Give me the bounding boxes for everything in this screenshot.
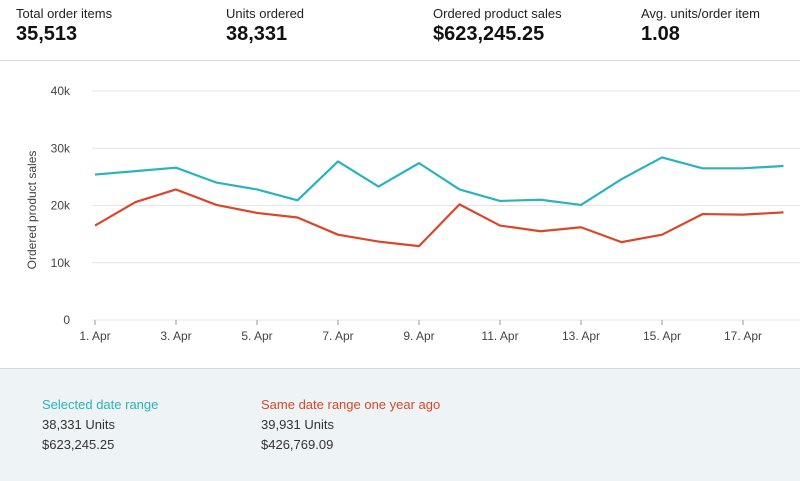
y-tick-label: 20k: [51, 199, 71, 213]
legend-previous-title[interactable]: Same date range one year ago: [261, 397, 441, 412]
metrics-bar: Total order items 35,513 Units ordered 3…: [0, 0, 800, 61]
x-tick-label: 9. Apr: [403, 329, 434, 343]
y-tick-label: 40k: [51, 84, 71, 98]
grid-layer: [92, 90, 800, 321]
x-tick-label: 5. Apr: [241, 329, 272, 343]
y-tick-label: 10k: [51, 256, 71, 270]
legend-previous-units: 39,931 Units: [261, 417, 334, 432]
metric-label: Units ordered: [226, 6, 305, 21]
series-line-previous-year: [94, 188, 784, 248]
metric-value: 35,513: [16, 23, 78, 45]
sales-line-chart: 0 10k 20k 30k 40k 1. Apr 3. Apr 5. Apr 7. Apr 9.…: [25, 84, 800, 343]
x-tick-label: 15. Apr: [643, 329, 681, 343]
legend-selected-sales: $623,245.25: [42, 437, 115, 452]
metric-avg-units-per-order-item: Avg. units/order item 1.08: [641, 6, 760, 46]
legend-previous-range: Same date range one year ago 39,931 Unit…: [261, 395, 440, 455]
metric-ordered-product-sales: Ordered product sales $623,245.25: [433, 6, 562, 46]
x-tick-label: 3. Apr: [160, 329, 191, 343]
metric-value: 1.08: [641, 23, 680, 45]
x-tick-labels: 1. Apr 3. Apr 5. Apr 7. Apr 9. Apr 11. Apr 13.…: [79, 320, 762, 343]
legend-previous-sales: $426,769.09: [261, 437, 334, 452]
series-line-selected-range: [94, 156, 784, 207]
y-tick-label: 0: [63, 313, 70, 327]
metric-value: 38,331: [226, 23, 288, 45]
y-axis-label: Ordered product sales: [25, 151, 39, 270]
legend-footer: Selected date range 38,331 Units $623,24…: [0, 368, 800, 481]
y-tick-labels: 0 10k 20k 30k 40k: [51, 84, 71, 327]
x-tick-label: 1. Apr: [79, 329, 110, 343]
x-tick-label: 11. Apr: [481, 329, 518, 343]
x-tick-label: 13. Apr: [562, 329, 600, 343]
metric-total-order-items: Total order items 35,513: [16, 6, 112, 46]
y-tick-label: 30k: [51, 141, 71, 155]
legend-selected-range: Selected date range 38,331 Units $623,24…: [42, 395, 158, 455]
x-tick-label: 17. Apr: [724, 329, 762, 343]
x-tick-label: 7. Apr: [322, 329, 353, 343]
metric-label: Ordered product sales: [433, 6, 562, 21]
metric-value: $623,245.25: [433, 23, 545, 45]
legend-selected-title[interactable]: Selected date range: [42, 397, 159, 412]
series-layer: [94, 156, 784, 248]
legend-selected-units: 38,331 Units: [42, 417, 115, 432]
metric-label: Total order items: [16, 6, 113, 21]
metric-label: Avg. units/order item: [641, 6, 760, 21]
metric-units-ordered: Units ordered 38,331: [226, 6, 304, 46]
